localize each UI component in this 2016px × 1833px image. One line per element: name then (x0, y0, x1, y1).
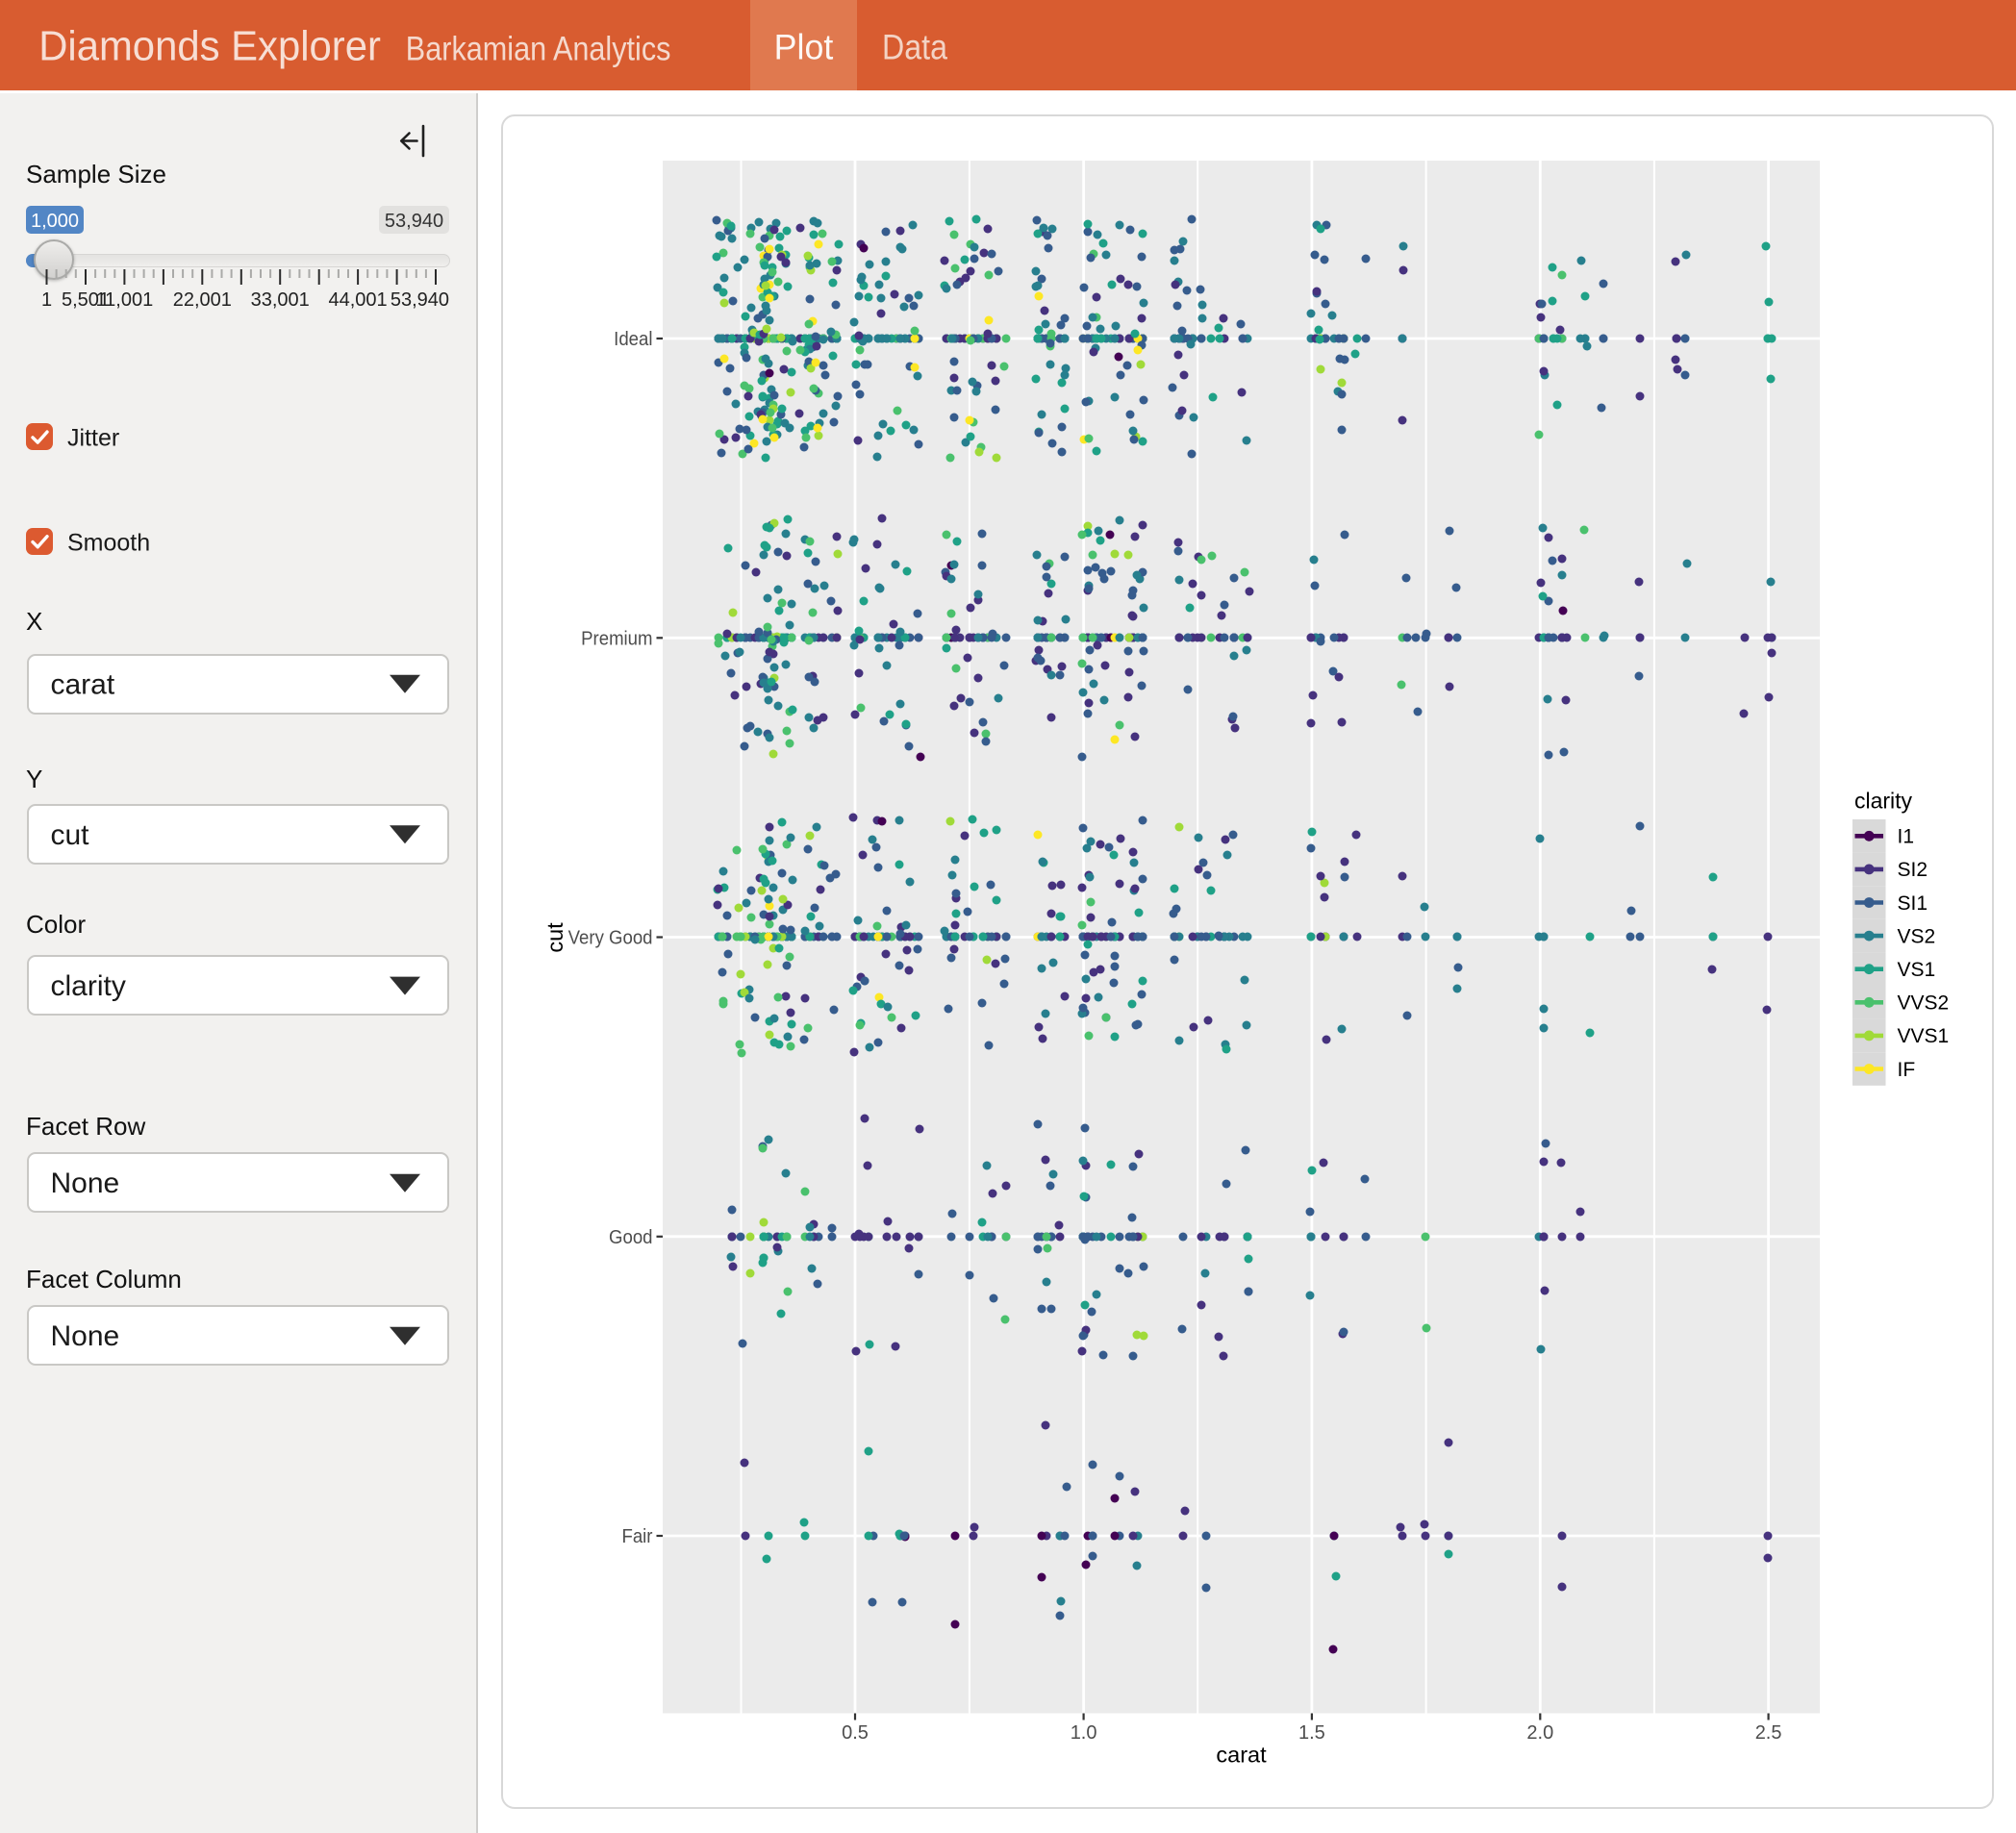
svg-text:Very Good: Very Good (568, 928, 653, 949)
svg-text:SI2: SI2 (1898, 859, 1928, 881)
svg-text:cut: cut (51, 819, 90, 851)
svg-text:None: None (51, 1320, 120, 1352)
svg-text:Diamonds Explorer: Diamonds Explorer (38, 23, 381, 70)
svg-text:1: 1 (41, 289, 52, 311)
svg-text:1,000: 1,000 (31, 211, 79, 232)
svg-text:Y: Y (26, 765, 42, 793)
svg-text:IF: IF (1898, 1059, 1916, 1081)
svg-text:Plot: Plot (774, 27, 834, 67)
svg-text:Barkamian Analytics: Barkamian Analytics (406, 30, 671, 67)
svg-text:SI1: SI1 (1898, 892, 1928, 915)
svg-text:carat: carat (1216, 1743, 1267, 1768)
svg-text:clarity: clarity (51, 970, 126, 1002)
svg-text:0.5: 0.5 (842, 1722, 869, 1744)
svg-text:2.5: 2.5 (1755, 1722, 1782, 1744)
svg-text:53,940: 53,940 (391, 289, 449, 311)
svg-text:1.0: 1.0 (1071, 1722, 1097, 1744)
svg-text:I1: I1 (1898, 826, 1915, 848)
svg-text:clarity: clarity (1854, 789, 1913, 814)
svg-text:Fair: Fair (621, 1526, 653, 1547)
svg-text:Facet Row: Facet Row (26, 1112, 145, 1141)
svg-text:Data: Data (882, 28, 948, 67)
svg-text:2.0: 2.0 (1526, 1722, 1553, 1744)
svg-text:VS1: VS1 (1898, 959, 1936, 981)
svg-text:VVS1: VVS1 (1898, 1025, 1950, 1047)
svg-text:33,001: 33,001 (251, 289, 310, 311)
svg-text:5,501: 5,501 (62, 289, 110, 311)
svg-text:VS2: VS2 (1898, 925, 1936, 947)
svg-text:cut: cut (542, 922, 567, 953)
svg-text:53,940: 53,940 (385, 211, 443, 232)
svg-text:Good: Good (609, 1227, 652, 1248)
svg-text:22,001: 22,001 (173, 289, 232, 311)
svg-text:Ideal: Ideal (614, 329, 652, 350)
svg-text:Sample Size: Sample Size (26, 160, 166, 188)
svg-text:11,001: 11,001 (96, 289, 154, 311)
svg-text:carat: carat (51, 669, 115, 701)
svg-text:Jitter: Jitter (67, 425, 119, 452)
svg-text:Color: Color (26, 910, 86, 939)
svg-text:44,001: 44,001 (329, 289, 388, 311)
svg-text:VVS2: VVS2 (1898, 992, 1950, 1015)
svg-text:X: X (26, 607, 42, 636)
svg-text:Premium: Premium (581, 629, 652, 650)
svg-text:Facet Column: Facet Column (26, 1265, 182, 1293)
svg-text:1.5: 1.5 (1298, 1722, 1325, 1744)
svg-text:Smooth: Smooth (67, 530, 150, 557)
svg-text:None: None (51, 1168, 120, 1199)
